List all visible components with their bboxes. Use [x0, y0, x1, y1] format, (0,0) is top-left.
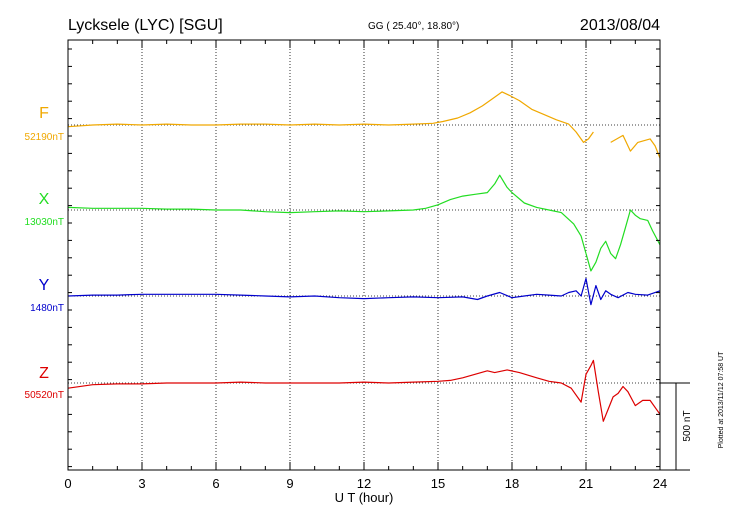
- x-tick-label-0: 0: [64, 476, 71, 491]
- series-name-y: Y: [39, 277, 50, 294]
- series-labels: F 52190nT X 13030nT Y 1480nT Z 50520nT: [25, 105, 64, 401]
- series-name-z: Z: [39, 365, 49, 382]
- series-baseline-y: 1480nT: [30, 303, 64, 314]
- grid-lines: [68, 40, 660, 470]
- plot-frame: [67, 39, 661, 471]
- scale-bar-label: 500 nT: [682, 410, 693, 441]
- x-tick-labels: 0 3 6 9 12 15 18 21 24: [64, 476, 667, 491]
- x-tick-label-18: 18: [505, 476, 519, 491]
- axis-ticks: [67, 40, 661, 470]
- plotted-timestamp: Plotted at 2013/11/12 07:58 UT: [718, 351, 725, 448]
- series-name-x: X: [39, 191, 50, 208]
- station-title: Lycksele (LYC) [SGU]: [68, 17, 223, 34]
- x-tick-label-3: 3: [138, 476, 145, 491]
- traces-layer: [67, 91, 661, 422]
- series-baseline-f: 52190nT: [25, 132, 64, 143]
- trace-z: [67, 359, 661, 422]
- x-tick-label-24: 24: [653, 476, 667, 491]
- series-baseline-z: 50520nT: [25, 390, 64, 401]
- x-tick-label-21: 21: [579, 476, 593, 491]
- x-tick-label-12: 12: [357, 476, 371, 491]
- x-tick-label-15: 15: [431, 476, 445, 491]
- scale-bar: 500 nT: [660, 382, 693, 471]
- trace-x: [67, 174, 661, 272]
- x-tick-label-6: 6: [212, 476, 219, 491]
- series-baseline-x: 13030nT: [25, 217, 64, 228]
- date-label: 2013/08/04: [580, 17, 660, 34]
- x-axis-label: U T (hour): [335, 490, 394, 505]
- trace-f: [67, 91, 661, 159]
- coordinates-label: GG ( 25.40°, 18.80°): [368, 21, 459, 32]
- x-tick-label-9: 9: [286, 476, 293, 491]
- series-name-f: F: [39, 105, 49, 122]
- trace-y: [67, 278, 661, 306]
